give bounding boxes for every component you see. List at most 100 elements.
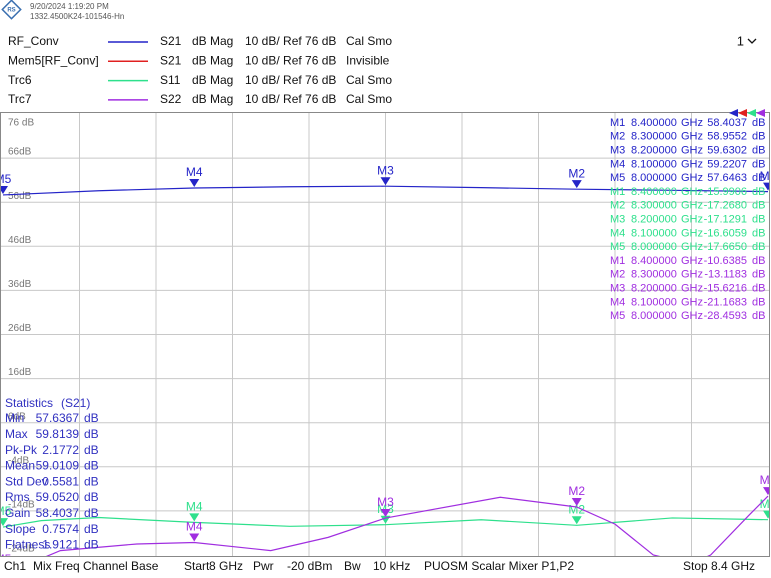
marker-triangle	[380, 177, 391, 186]
channel-chevron[interactable]	[747, 38, 757, 44]
marker-triangle	[1, 518, 8, 527]
marker-triangle	[189, 178, 200, 187]
statistics-name: Std Dev	[5, 474, 48, 488]
statistics-unit: dB	[84, 411, 99, 425]
footer-start-label: Start	[184, 559, 210, 573]
statistics-unit: dB	[84, 474, 99, 488]
statistics-value: 1.9121	[42, 538, 79, 552]
marker-triangle	[380, 509, 391, 518]
marker-table-value: 59.2207	[707, 158, 747, 170]
statistics-value: 59.0109	[36, 459, 80, 473]
marker-table-freq-unit: GHz	[681, 214, 703, 226]
marker-table-unit: dB	[752, 241, 765, 253]
trace-parameter: S22	[160, 92, 182, 106]
marker-table-value: -21.1683	[704, 296, 747, 308]
trace-scale: 10 dB/ Ref 76 dB	[245, 73, 336, 87]
marker-table-name: M3	[610, 283, 625, 295]
marker-table-name: M4	[610, 227, 625, 239]
marker-table-freq: 8.000000	[631, 241, 677, 253]
marker-label: M3	[377, 495, 394, 509]
statistics-unit: dB	[84, 490, 99, 504]
trace-parameter: S21	[160, 53, 182, 67]
marker-triangle	[571, 180, 582, 189]
marker-table-freq: 8.300000	[631, 131, 677, 143]
trace-parameter: S11	[160, 73, 181, 87]
footer-channel: Ch1	[4, 559, 26, 573]
trace-scale: 10 dB/ Ref 76 dB	[245, 53, 336, 67]
marker-table-unit: dB	[752, 227, 765, 239]
marker-table-value: -15.6216	[704, 283, 747, 295]
y-tick-label: -14dB	[8, 500, 35, 511]
marker-table-name: M4	[610, 158, 625, 170]
marker-table-freq: 8.300000	[631, 269, 677, 281]
statistics-name: Slope	[5, 522, 36, 536]
statistics-name: Mean	[5, 459, 35, 473]
marker-table-freq: 8.400000	[631, 186, 677, 198]
channel-select[interactable]: 1	[737, 33, 744, 48]
marker-table-name: M4	[610, 296, 625, 308]
marker-table-freq-unit: GHz	[681, 310, 703, 322]
plot-frame	[0, 112, 770, 557]
marker-table-name: M1	[610, 117, 625, 129]
marker-triangle	[189, 533, 200, 542]
marker-table-name: M5	[610, 310, 625, 322]
y-tick-label: 76 dB	[8, 118, 34, 129]
marker-label: M2	[568, 166, 585, 180]
trace-line	[45, 495, 769, 556]
marker-table-freq: 8.000000	[631, 172, 677, 184]
marker-table-freq-unit: GHz	[681, 283, 703, 295]
statistics-value: 58.4037	[36, 506, 80, 520]
marker-table-freq: 8.200000	[631, 145, 677, 157]
statistics-name: Max	[5, 427, 28, 441]
marker-table-freq-unit: GHz	[681, 227, 703, 239]
marker-table-name: M5	[610, 241, 625, 253]
trace-name: Trc6	[8, 73, 32, 87]
marker-triangle	[571, 498, 582, 507]
statistics-name: Flatness	[5, 538, 50, 552]
marker-table-freq: 8.400000	[631, 117, 677, 129]
y-tick-label: 46dB	[8, 235, 32, 246]
trace-status: Cal Smo	[346, 73, 392, 87]
marker-table-unit: dB	[752, 214, 765, 226]
marker-table-value: -17.1291	[704, 214, 747, 226]
marker-label: M1	[760, 497, 771, 511]
marker-table-name: M3	[610, 145, 625, 157]
marker-triangle	[189, 513, 200, 522]
marker-table-unit: dB	[752, 255, 765, 267]
marker-table-value: -10.6385	[704, 255, 747, 267]
marker-label: M4	[186, 520, 203, 534]
footer-mode: Mix Freq Channel Base	[33, 559, 159, 573]
header-date: 9/20/2024 1:19:20 PM	[30, 2, 109, 11]
footer-power-label: Pwr	[253, 559, 274, 573]
marker-table-value: 58.9552	[707, 131, 747, 143]
marker-table-unit: dB	[752, 145, 765, 157]
trace-name: RF_Conv	[8, 34, 59, 48]
marker-triangle	[763, 182, 769, 191]
footer-stop: 8.4 GHz	[711, 559, 755, 573]
marker-triangle	[763, 487, 769, 496]
trace-name: Mem5[RF_Conv]	[8, 53, 99, 67]
trace-name: Trc7	[8, 92, 32, 106]
marker-table-name: M1	[610, 255, 625, 267]
svg-text:RS: RS	[7, 8, 15, 14]
marker-table-name: M3	[610, 214, 625, 226]
statistics-name: Min	[5, 411, 24, 425]
logo: RS	[1, 0, 22, 20]
marker-table-freq-unit: GHz	[681, 131, 703, 143]
marker-table-value: -15.9906	[704, 186, 747, 198]
marker-table-freq: 8.300000	[631, 200, 677, 212]
marker-table-freq-unit: GHz	[681, 255, 703, 267]
footer-calibration: PUOSM Scalar Mixer P1,P2	[424, 559, 574, 573]
marker-table-freq: 8.200000	[631, 214, 677, 226]
marker-label: M5	[0, 504, 12, 518]
footer-stop-label: Stop	[683, 559, 708, 573]
marker-table-freq: 8.000000	[631, 310, 677, 322]
marker-label: M4	[186, 500, 203, 514]
statistics-value: 2.1772	[42, 443, 79, 457]
trace-format: dB Mag	[192, 92, 233, 106]
marker-label: M3	[377, 502, 394, 516]
trace-scale: 10 dB/ Ref 76 dB	[245, 34, 336, 48]
header-device: 1332.4500K24-101546-Hn	[30, 12, 124, 21]
y-tick-label: 56dB	[8, 191, 32, 202]
trace-format: dB Mag	[192, 34, 233, 48]
